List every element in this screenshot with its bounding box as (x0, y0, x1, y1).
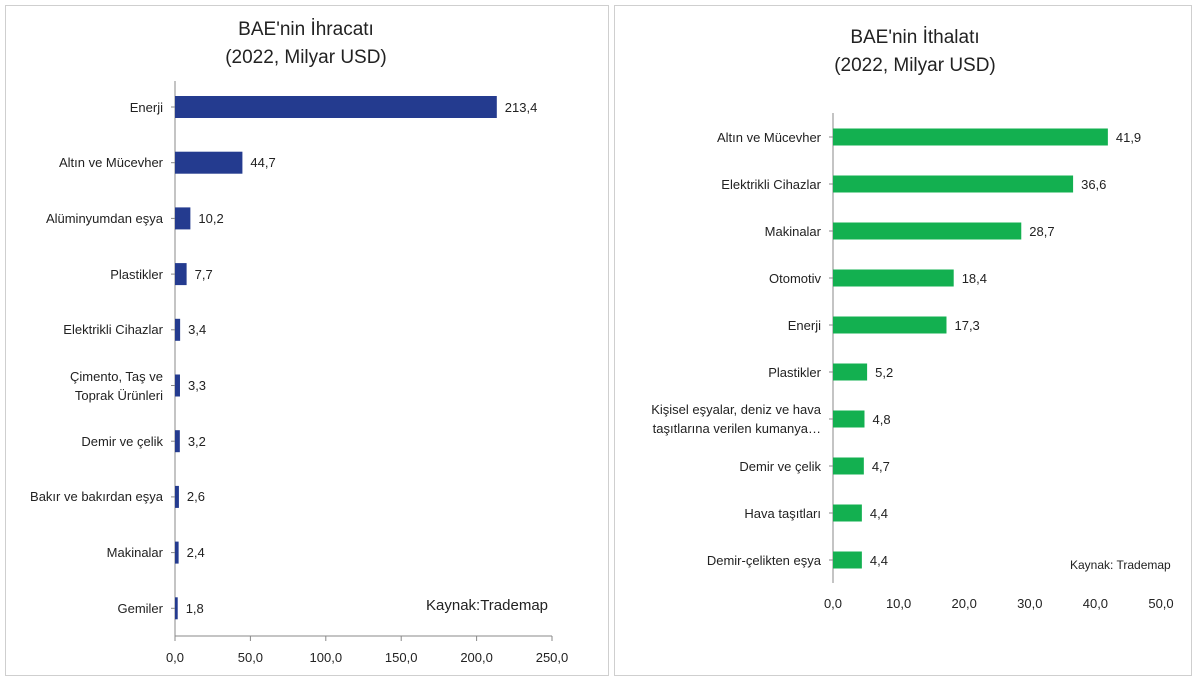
category-label: Elektrikli Cihazlar (721, 176, 821, 192)
category-label: Çimento, Taş ve Toprak Ürünleri (70, 368, 163, 403)
bar (175, 318, 181, 341)
value-label: 2,4 (186, 545, 205, 561)
category-label: Bakır ve bakırdan eşya (30, 489, 163, 505)
import-panel: BAE'nin İthalatı (2022, Milyar USD) 0,0 10… (614, 5, 1192, 676)
bar (833, 457, 864, 475)
chart-title: BAE'nin İhracatı (2022, Milyar USD) (225, 19, 387, 68)
value-label: 3,3 (187, 378, 207, 393)
annotation: Kaynak:Trademap (426, 597, 549, 614)
x-tick-label: 100,0 (309, 650, 343, 665)
bar (175, 96, 497, 118)
bar (833, 504, 862, 522)
category-label: Makinalar (764, 223, 821, 239)
category-label: Plastikler (768, 364, 821, 380)
bar (175, 374, 180, 397)
bar (175, 430, 180, 453)
bar (175, 485, 179, 508)
bar (833, 551, 862, 569)
bar (175, 597, 178, 620)
x-tick-label: 50,0 (237, 650, 264, 665)
x-tick-label: 250,0 (535, 650, 569, 665)
category-label: Demir ve çelik (739, 458, 821, 474)
bar (175, 541, 179, 564)
bar (833, 363, 868, 381)
bar (833, 410, 865, 428)
value-label: 28,7 (1029, 223, 1055, 239)
bar (833, 269, 954, 287)
bar (833, 175, 1074, 193)
category-label: Enerji (787, 317, 821, 333)
value-label: 4,4 (869, 505, 888, 521)
bar (833, 316, 947, 334)
value-label: 3,4 (188, 322, 207, 338)
category-label: Hava taşıtları (744, 505, 821, 521)
category-label: Demir ve çelik (81, 433, 163, 449)
chart (829, 113, 1108, 583)
category-label: Otomotiv (768, 270, 821, 286)
export-panel: BAE'nin İhracatı (2022, Milyar USD) 0,0 50… (5, 5, 609, 676)
value-label: 17,3 (954, 317, 980, 333)
bar (175, 151, 243, 174)
x-tick-label: 0,0 (165, 650, 185, 665)
category-label: Plastikler (110, 266, 163, 282)
category-label: Elektrikli Cihazlar (63, 322, 163, 338)
bar (175, 263, 187, 286)
value-label: 36,6 (1081, 176, 1107, 192)
x-tick-label: 200,0 (460, 650, 493, 665)
value-label: 7,7 (194, 266, 213, 282)
chart-title: BAE'nin İthalatı (2022, Milyar USD) (834, 27, 996, 76)
value-label: 5,2 (875, 364, 894, 380)
value-label: 41,9 (1115, 129, 1142, 145)
x-tick-label: 50,0 (1148, 596, 1174, 611)
value-label: 4,7 (871, 458, 890, 474)
value-label: 18,4 (961, 270, 988, 286)
category-label: Enerji (129, 99, 163, 115)
x-tick-label: 40,0 (1082, 596, 1109, 611)
category-label: Kişisel eşyalar, deniz ve hava taşıtları… (651, 402, 821, 436)
category-label: Demir-çelikten eşya (706, 552, 821, 568)
category-label: Altın ve Mücevher (58, 155, 163, 171)
chart (171, 81, 553, 641)
bar (833, 128, 1108, 146)
x-tick-label: 30,0 (1017, 596, 1043, 611)
value-label: 1,8 (185, 600, 204, 616)
annotation: Kaynak: Trademap (1070, 558, 1171, 572)
category-label: Makinalar (106, 545, 163, 561)
x-tick-label: 20,0 (951, 596, 977, 611)
value-label: 44,7 (250, 155, 276, 171)
bar (833, 222, 1022, 240)
value-label: 10,2 (198, 210, 224, 226)
value-label: 3,2 (187, 433, 206, 449)
value-label: 213,4 (504, 99, 538, 115)
x-tick-label: 150,0 (384, 650, 418, 665)
category-label: Alüminyumdan eşya (45, 210, 163, 226)
category-label: Altın ve Mücevher (716, 129, 821, 145)
category-label: Gemiler (117, 600, 163, 616)
bar (175, 207, 191, 230)
value-label: 4,4 (869, 552, 888, 568)
value-label: 2,6 (186, 489, 205, 505)
value-label: 4,8 (872, 411, 891, 427)
x-tick-label: 0,0 (823, 596, 843, 611)
x-tick-label: 10,0 (885, 596, 912, 611)
